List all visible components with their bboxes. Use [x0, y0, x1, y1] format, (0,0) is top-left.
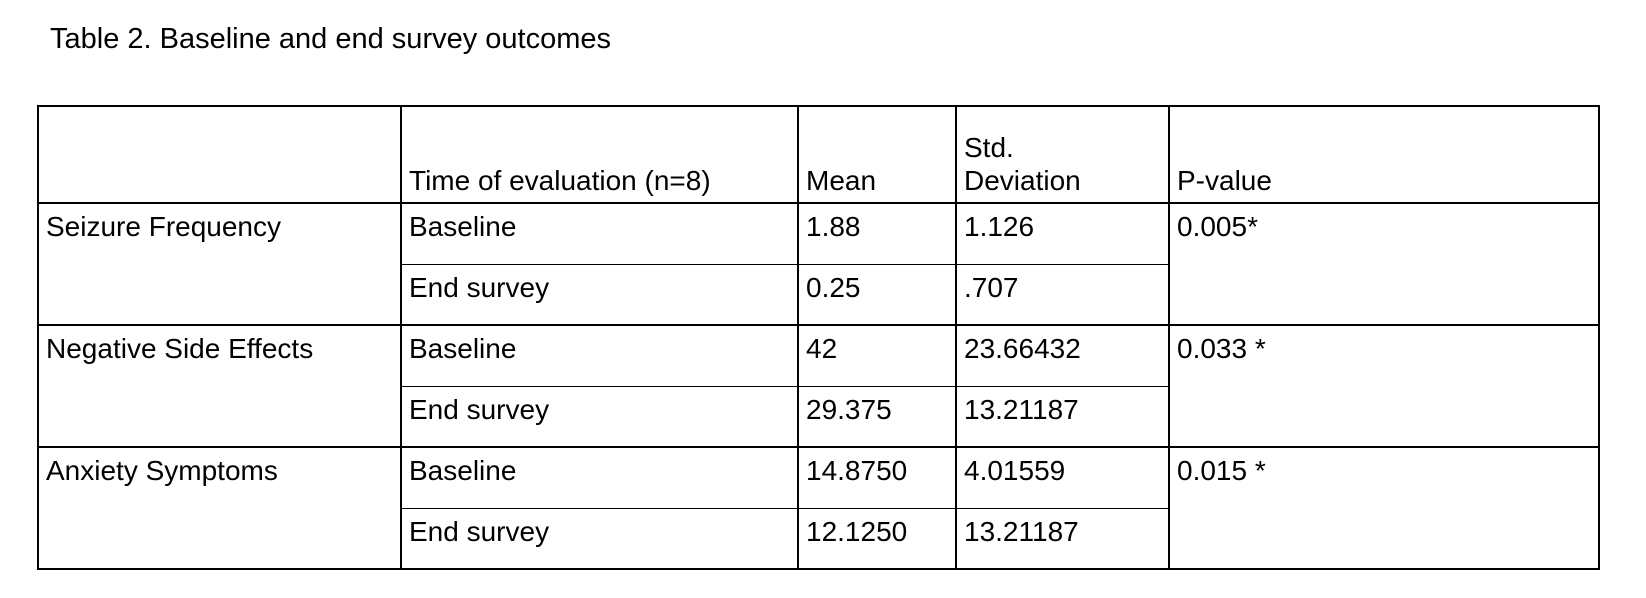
mean-cell: 14.8750 [797, 447, 956, 509]
sd-cell: 13.21187 [955, 386, 1169, 448]
category-negative-side-effects: Negative Side Effects [37, 325, 401, 448]
time-cell: Baseline [400, 447, 798, 509]
header-time-of-evaluation: Time of evaluation (n=8) [400, 106, 798, 204]
table-title: Table 2. Baseline and end survey outcome… [50, 23, 612, 55]
category-seizure-frequency: Seizure Frequency [37, 203, 401, 326]
table-row: Anxiety Symptoms Baseline 14.8750 4.0155… [37, 447, 1599, 570]
table-row: End survey 0.25 .707 [38, 264, 1599, 326]
time-cell: End survey [400, 386, 798, 448]
category-anxiety-symptoms: Anxiety Symptoms [37, 447, 401, 570]
mean-cell: 1.88 [797, 203, 956, 265]
table-row: End survey 12.1250 13.21187 [38, 508, 1599, 570]
sd-cell: 4.01559 [955, 447, 1169, 509]
p-value-cell: 0.015 * [1168, 447, 1599, 570]
table-row: Negative Side Effects Baseline 42 23.664… [37, 325, 1599, 448]
time-cell: End survey [400, 508, 798, 570]
outcomes-table: Time of evaluation (n=8) Mean Std. Devia… [37, 105, 1600, 570]
header-std-deviation-label: Std. Deviation [964, 131, 1081, 196]
time-cell: End survey [400, 264, 798, 326]
table-row: End survey 29.375 13.21187 [38, 386, 1599, 448]
p-value-cell: 0.005* [1168, 203, 1599, 326]
table-row: Seizure Frequency Baseline 1.88 1.126 0.… [37, 203, 1599, 326]
header-row: Time of evaluation (n=8) Mean Std. Devia… [37, 106, 1599, 204]
mean-cell: 12.1250 [797, 508, 956, 570]
sd-cell: .707 [955, 264, 1169, 326]
mean-cell: 0.25 [797, 264, 956, 326]
time-cell: Baseline [400, 203, 798, 265]
header-std-deviation: Std. Deviation [955, 106, 1169, 204]
header-category [37, 106, 401, 204]
mean-cell: 42 [797, 325, 956, 387]
sd-cell: 13.21187 [955, 508, 1169, 570]
time-cell: Baseline [400, 325, 798, 387]
mean-cell: 29.375 [797, 386, 956, 448]
header-mean: Mean [797, 106, 956, 204]
p-value-cell: 0.033 * [1168, 325, 1599, 448]
header-p-value: P-value [1168, 106, 1599, 204]
sd-cell: 1.126 [955, 203, 1169, 265]
sd-cell: 23.66432 [955, 325, 1169, 387]
